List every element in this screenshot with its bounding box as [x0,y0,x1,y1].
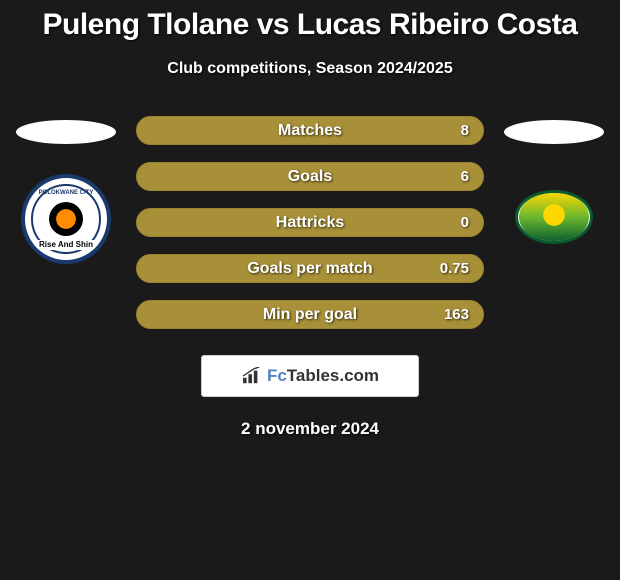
stat-bar-goals: Goals 6 [136,162,484,191]
club-badge-left: POLOKWANE CITY Rise And Shin [21,174,111,264]
page-container: Puleng Tlolane vs Lucas Ribeiro Costa Cl… [0,0,620,439]
badge-left-center-icon [49,202,83,236]
stat-value: 0.75 [440,260,469,277]
page-subtitle: Club competitions, Season 2024/2025 [0,60,620,78]
logo-suffix: Tables.com [287,366,379,385]
stat-bar-min-per-goal: Min per goal 163 [136,300,484,329]
stat-bar-matches: Matches 8 [136,116,484,145]
logo-text: FcTables.com [267,366,379,386]
logo-prefix: Fc [267,366,287,385]
chart-icon [241,367,263,385]
club-badge-right [515,190,593,244]
badge-left-inner: POLOKWANE CITY Rise And Shin [31,184,101,254]
badge-right-inner [519,192,589,242]
badge-right-sun-icon [539,200,569,230]
stat-label: Goals [288,168,332,186]
date-text: 2 november 2024 [0,419,620,439]
right-column [504,116,604,244]
stat-value: 6 [461,168,469,185]
page-title: Puleng Tlolane vs Lucas Ribeiro Costa [0,8,620,42]
stat-bar-hattricks: Hattricks 0 [136,208,484,237]
fctables-logo[interactable]: FcTables.com [201,355,419,397]
badge-left-bottom-text: Rise And Shin [33,240,99,250]
badge-left-top-text: POLOKWANE CITY [33,190,99,196]
main-row: POLOKWANE CITY Rise And Shin Matches 8 G… [0,116,620,329]
stat-label: Hattricks [276,214,344,232]
player-silhouette-left [16,120,116,144]
stat-value: 8 [461,122,469,139]
stat-value: 0 [461,214,469,231]
stat-value: 163 [444,306,469,323]
stat-label: Min per goal [263,306,357,324]
stat-bar-goals-per-match: Goals per match 0.75 [136,254,484,283]
stat-label: Goals per match [247,260,372,278]
player-silhouette-right [504,120,604,144]
left-column: POLOKWANE CITY Rise And Shin [16,116,116,264]
stats-column: Matches 8 Goals 6 Hattricks 0 Goals per … [136,116,484,329]
stat-label: Matches [278,122,342,140]
